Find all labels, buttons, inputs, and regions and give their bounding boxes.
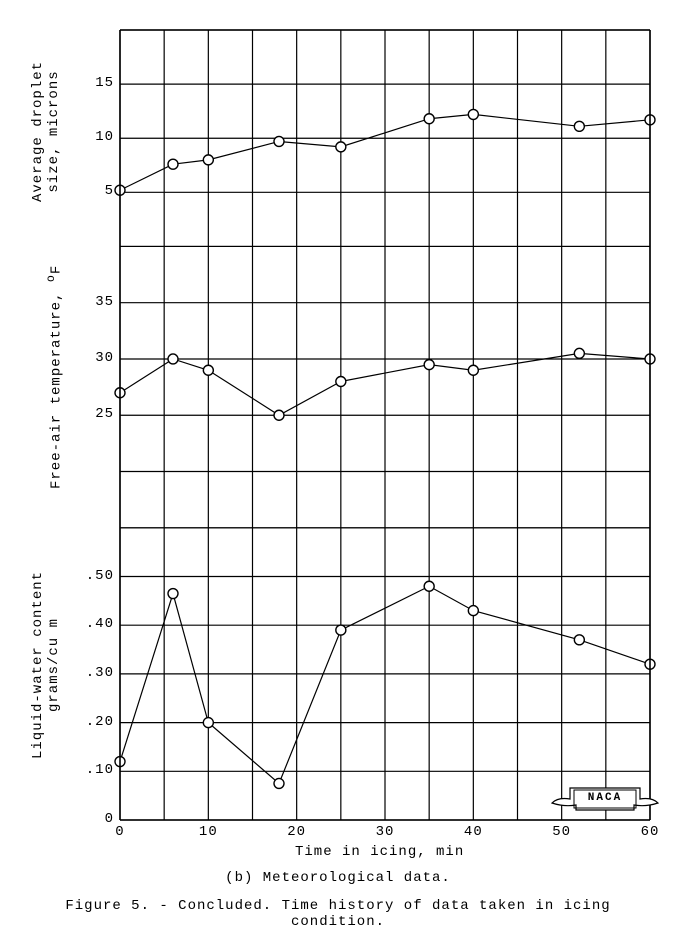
y-axis-label-droplet: Average dropletsize, microns bbox=[30, 61, 62, 202]
y-tick-label: .20 bbox=[70, 714, 114, 730]
x-tick-label: 50 bbox=[542, 824, 582, 840]
x-tick-label: 60 bbox=[630, 824, 670, 840]
x-tick-label: 40 bbox=[453, 824, 493, 840]
y-tick-label: .10 bbox=[70, 762, 114, 778]
y-axis-label-lwc: Liquid-water contentgrams/cu m bbox=[30, 571, 62, 759]
y-tick-label: 35 bbox=[70, 294, 114, 310]
y-tick-label: 25 bbox=[70, 406, 114, 422]
y-tick-label: 5 bbox=[70, 183, 114, 199]
y-tick-label: 15 bbox=[70, 75, 114, 91]
y-tick-label: .40 bbox=[70, 616, 114, 632]
x-tick-label: 20 bbox=[277, 824, 317, 840]
naca-badge: NACA bbox=[574, 792, 636, 804]
x-tick-label: 30 bbox=[365, 824, 405, 840]
figure-caption: Figure 5. - Concluded. Time history of d… bbox=[0, 898, 676, 930]
y-tick-label: 10 bbox=[70, 129, 114, 145]
y-axis-label-temperature: Free-air temperature, oF bbox=[44, 265, 65, 489]
y-tick-label: 30 bbox=[70, 350, 114, 366]
x-tick-label: 10 bbox=[188, 824, 228, 840]
x-axis-label: Time in icing, min bbox=[295, 844, 464, 860]
y-tick-label: .50 bbox=[70, 568, 114, 584]
x-tick-label: 0 bbox=[100, 824, 140, 840]
subtitle: (b) Meteorological data. bbox=[0, 870, 676, 886]
y-tick-label: .30 bbox=[70, 665, 114, 681]
